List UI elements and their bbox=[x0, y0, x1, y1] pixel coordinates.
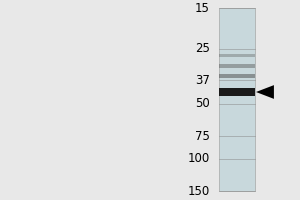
Text: 37: 37 bbox=[195, 74, 210, 87]
Bar bbox=[219, 64, 254, 68]
Text: 15: 15 bbox=[195, 2, 210, 15]
Text: 100: 100 bbox=[188, 152, 210, 165]
Bar bbox=[219, 54, 254, 57]
Text: 150: 150 bbox=[188, 185, 210, 198]
Text: 25: 25 bbox=[195, 42, 210, 55]
Bar bbox=[219, 8, 254, 191]
Bar bbox=[219, 74, 254, 78]
Polygon shape bbox=[256, 85, 274, 99]
Bar bbox=[219, 88, 254, 96]
Text: 50: 50 bbox=[195, 97, 210, 110]
Text: 75: 75 bbox=[195, 130, 210, 143]
